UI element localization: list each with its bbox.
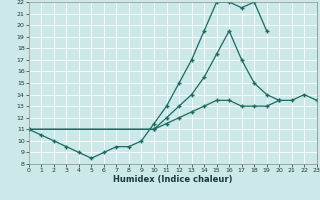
X-axis label: Humidex (Indice chaleur): Humidex (Indice chaleur): [113, 175, 233, 184]
